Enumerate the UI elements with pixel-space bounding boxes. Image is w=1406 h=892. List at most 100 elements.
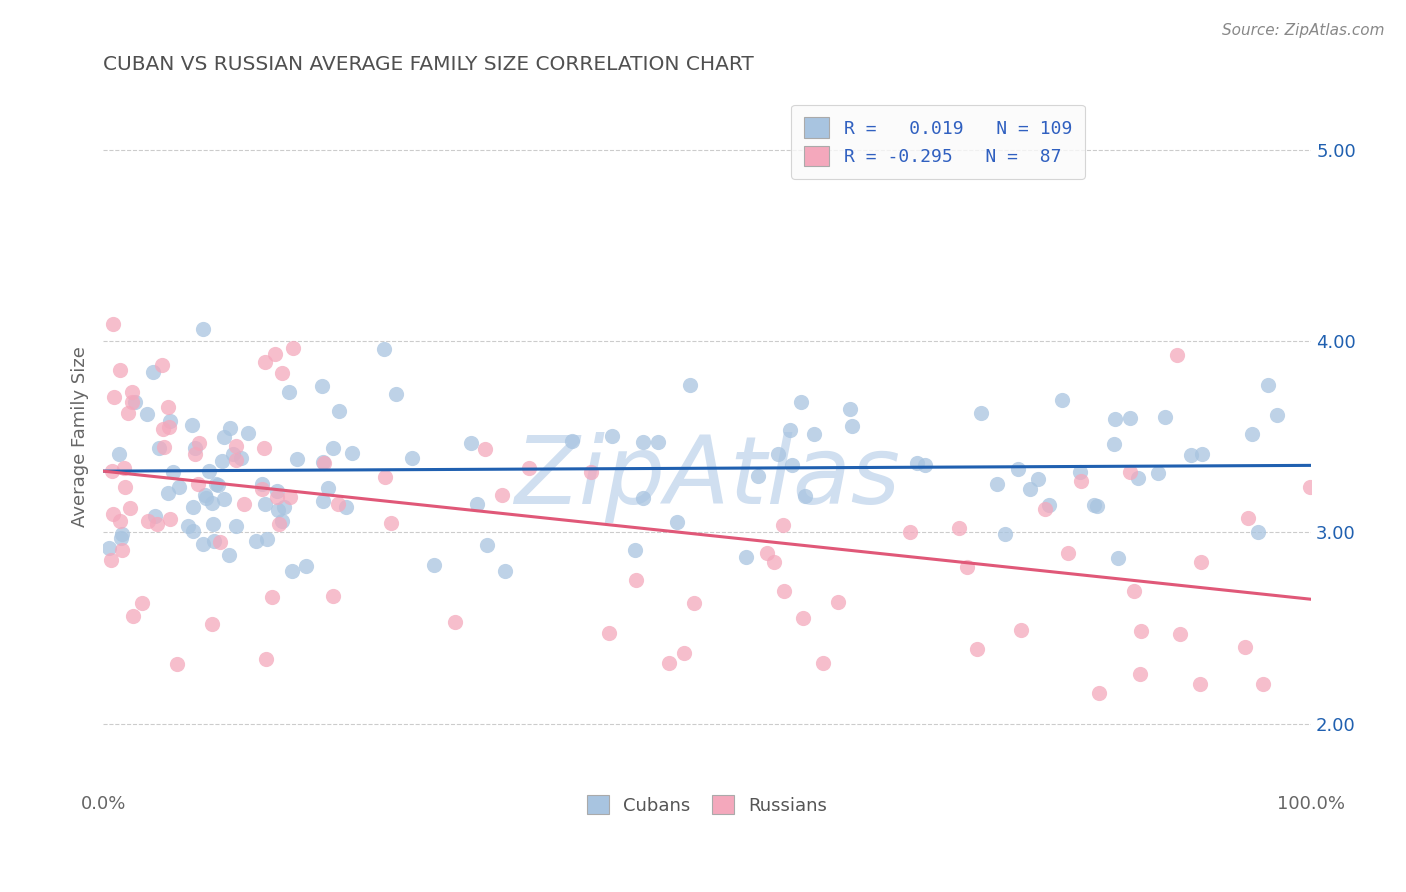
Point <box>212 430 235 444</box>
Point <box>316 481 339 495</box>
Point <box>474 442 496 457</box>
Point <box>159 414 181 428</box>
Point <box>157 419 180 434</box>
Point <box>108 363 131 377</box>
Point <box>208 534 231 549</box>
Point <box>1087 685 1109 699</box>
Point <box>1070 474 1092 488</box>
Point <box>162 466 184 480</box>
Point <box>747 469 769 483</box>
Point <box>184 442 207 456</box>
Point <box>1257 377 1279 392</box>
Text: CUBAN VS RUSSIAN AVERAGE FAMILY SIZE CORRELATION CHART: CUBAN VS RUSSIAN AVERAGE FAMILY SIZE COR… <box>103 55 754 74</box>
Point <box>380 516 402 530</box>
Point <box>1299 480 1322 494</box>
Point <box>212 491 235 506</box>
Point <box>598 626 620 640</box>
Point <box>994 527 1017 541</box>
Point <box>1189 555 1212 569</box>
Point <box>110 527 132 541</box>
Point <box>1033 502 1056 516</box>
Point <box>766 447 789 461</box>
Point <box>734 549 756 564</box>
Point <box>1122 584 1144 599</box>
Point <box>1019 483 1042 497</box>
Point <box>793 489 815 503</box>
Point <box>1010 623 1032 637</box>
Point <box>233 497 256 511</box>
Point <box>101 318 124 332</box>
Point <box>907 456 929 470</box>
Point <box>665 515 688 529</box>
Point <box>225 439 247 453</box>
Point <box>148 442 170 456</box>
Point <box>443 615 465 629</box>
Point <box>755 546 778 560</box>
Point <box>157 400 180 414</box>
Point <box>124 395 146 409</box>
Point <box>311 379 333 393</box>
Point <box>373 342 395 356</box>
Point <box>1251 677 1274 691</box>
Point <box>779 423 801 437</box>
Y-axis label: Average Family Size: Average Family Size <box>72 346 89 527</box>
Point <box>280 564 302 578</box>
Point <box>177 518 200 533</box>
Point <box>101 507 124 521</box>
Point <box>267 516 290 531</box>
Point <box>153 440 176 454</box>
Point <box>1189 676 1212 690</box>
Point <box>772 518 794 533</box>
Point <box>121 394 143 409</box>
Point <box>121 384 143 399</box>
Point <box>120 500 142 515</box>
Point <box>117 406 139 420</box>
Point <box>1153 410 1175 425</box>
Point <box>517 461 540 475</box>
Point <box>1107 550 1129 565</box>
Point <box>181 500 204 514</box>
Point <box>811 656 834 670</box>
Point <box>198 464 221 478</box>
Point <box>108 514 131 528</box>
Point <box>966 642 988 657</box>
Point <box>267 502 290 516</box>
Point <box>328 404 350 418</box>
Point <box>772 583 794 598</box>
Point <box>180 417 202 432</box>
Point <box>460 435 482 450</box>
Point <box>188 436 211 450</box>
Point <box>112 461 135 475</box>
Point <box>270 366 292 380</box>
Point <box>1026 472 1049 486</box>
Text: Source: ZipAtlas.com: Source: ZipAtlas.com <box>1222 23 1385 38</box>
Point <box>385 387 408 401</box>
Point <box>1104 436 1126 450</box>
Point <box>658 656 681 670</box>
Point <box>201 517 224 532</box>
Point <box>401 451 423 466</box>
Point <box>1069 466 1091 480</box>
Point <box>266 490 288 504</box>
Point <box>187 476 209 491</box>
Point <box>626 573 648 587</box>
Point <box>1180 449 1202 463</box>
Point <box>225 453 247 467</box>
Point <box>600 428 623 442</box>
Point <box>948 521 970 535</box>
Point <box>207 478 229 492</box>
Point <box>225 519 247 533</box>
Point <box>1083 498 1105 512</box>
Point <box>108 447 131 461</box>
Point <box>254 652 277 666</box>
Point <box>238 426 260 441</box>
Point <box>159 511 181 525</box>
Point <box>624 542 647 557</box>
Point <box>1247 525 1270 540</box>
Point <box>266 483 288 498</box>
Point <box>142 365 165 379</box>
Point <box>211 454 233 468</box>
Point <box>1007 462 1029 476</box>
Point <box>335 500 357 515</box>
Point <box>475 538 498 552</box>
